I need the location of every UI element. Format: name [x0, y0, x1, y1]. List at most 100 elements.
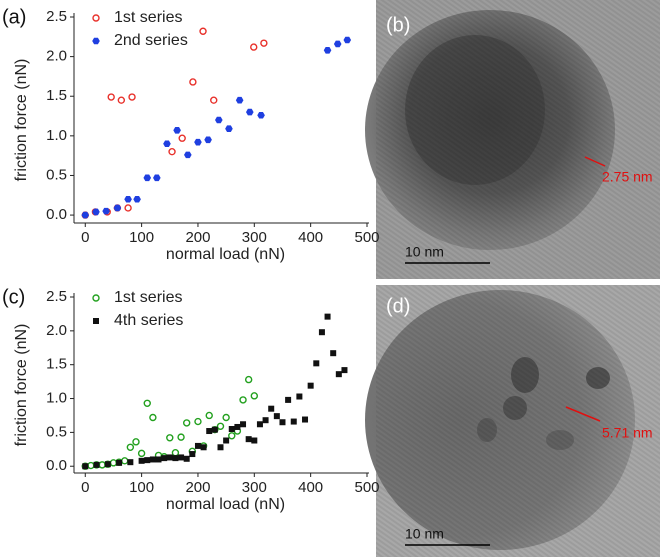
- data-point: [302, 416, 309, 423]
- data-point: [178, 134, 186, 142]
- legend-marker: [92, 37, 100, 45]
- data-point: [194, 138, 202, 146]
- panel-label: (c): [2, 286, 25, 308]
- scale-bar-label: 10 nm: [405, 244, 444, 260]
- legend-label: 4th series: [114, 312, 183, 329]
- data-point: [128, 93, 136, 101]
- legend-label: 1st series: [114, 9, 182, 26]
- data-point: [262, 417, 269, 424]
- data-point: [257, 111, 265, 119]
- legend-marker: [93, 318, 99, 324]
- data-point: [137, 449, 146, 458]
- data-point: [290, 418, 297, 425]
- panel-label: (b): [386, 14, 410, 36]
- data-point: [161, 455, 168, 462]
- data-point: [178, 454, 185, 461]
- data-point: [211, 426, 218, 433]
- data-point: [228, 432, 236, 440]
- data-point: [82, 463, 89, 470]
- data-point: [200, 444, 207, 451]
- tem-image: [365, 0, 660, 279]
- y-tick-label: 1.0: [46, 390, 67, 407]
- data-point: [184, 151, 192, 159]
- x-tick-label: 100: [129, 229, 154, 246]
- legend-label: 1st series: [114, 289, 182, 306]
- data-point: [216, 422, 225, 430]
- data-point: [143, 399, 151, 407]
- data-point: [250, 392, 259, 400]
- data-point: [235, 96, 244, 104]
- x-tick-label: 500: [354, 479, 379, 496]
- data-point: [204, 136, 212, 144]
- data-point: [239, 396, 247, 404]
- data-point: [113, 204, 122, 212]
- data-point: [341, 367, 348, 374]
- data-point: [246, 108, 254, 116]
- data-point: [206, 428, 213, 435]
- data-point: [273, 413, 280, 420]
- data-point: [335, 371, 342, 378]
- data-point: [228, 426, 235, 432]
- y-tick-label: 2.5: [46, 288, 67, 305]
- data-point: [132, 438, 140, 446]
- data-point: [222, 413, 230, 422]
- data-point: [244, 375, 253, 384]
- data-point: [124, 204, 132, 212]
- data-point: [143, 174, 152, 182]
- data-point: [307, 382, 314, 389]
- data-point: [210, 96, 218, 104]
- y-tick-label: 0.5: [46, 423, 67, 440]
- data-point: [296, 393, 303, 400]
- data-point: [313, 360, 320, 367]
- data-point: [104, 461, 111, 468]
- data-point: [126, 443, 135, 451]
- data-point: [343, 36, 352, 44]
- data-point: [149, 456, 156, 463]
- data-point: [189, 78, 197, 86]
- data-point: [93, 461, 100, 468]
- panel-label: (d): [386, 295, 410, 317]
- x-tick-label: 400: [298, 479, 323, 496]
- x-tick-label: 500: [354, 229, 379, 246]
- y-tick-label: 2.0: [46, 322, 67, 339]
- x-tick-label: 400: [298, 229, 323, 246]
- legend-marker: [92, 14, 100, 22]
- data-point: [166, 434, 174, 442]
- data-point: [121, 457, 129, 465]
- annotation: 2.75 nm: [602, 169, 653, 185]
- y-tick-label: 0.0: [46, 206, 67, 223]
- data-point: [199, 27, 207, 35]
- data-point: [234, 423, 241, 430]
- x-tick-label: 300: [242, 229, 267, 246]
- data-point: [182, 419, 191, 427]
- data-point: [251, 437, 258, 444]
- y-tick-label: 0.0: [46, 457, 67, 474]
- data-point: [285, 396, 292, 403]
- data-point: [127, 459, 134, 466]
- x-tick-label: 0: [81, 229, 89, 246]
- data-point: [116, 459, 123, 466]
- data-point: [102, 207, 110, 215]
- data-point: [318, 329, 325, 336]
- tem-image: [365, 285, 660, 557]
- data-point: [173, 127, 181, 134]
- data-point: [223, 437, 230, 444]
- data-point: [92, 208, 100, 216]
- x-tick-label: 300: [242, 479, 267, 496]
- y-tick-label: 2.5: [46, 8, 67, 25]
- x-tick-label: 100: [129, 479, 154, 496]
- data-point: [183, 455, 190, 462]
- panel-label: (a): [2, 6, 26, 28]
- data-point: [225, 125, 233, 133]
- y-tick-label: 0.5: [46, 166, 67, 183]
- data-point: [133, 195, 141, 203]
- x-tick-label: 200: [185, 479, 210, 496]
- data-point: [194, 417, 202, 426]
- data-point: [107, 93, 115, 101]
- data-point: [268, 405, 275, 412]
- data-point: [260, 39, 268, 47]
- x-axis-title: normal load (nN): [166, 496, 285, 513]
- data-point: [168, 147, 176, 156]
- x-axis-title: normal load (nN): [166, 246, 285, 263]
- scale-bar-label: 10 nm: [405, 526, 444, 542]
